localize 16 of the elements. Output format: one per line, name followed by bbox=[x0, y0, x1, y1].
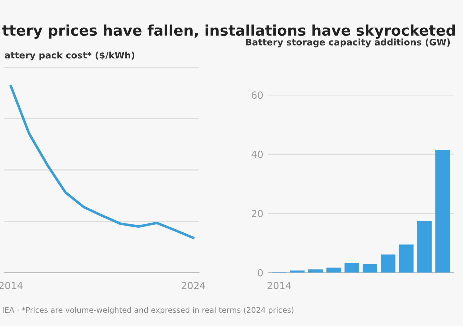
y-tick-label: 20 bbox=[252, 210, 264, 218]
bar bbox=[381, 254, 396, 273]
text: ttery prices have fallen, installations have skyrocketed bbox=[2, 24, 456, 40]
bar bbox=[362, 264, 378, 273]
bar bbox=[344, 263, 360, 273]
bar bbox=[399, 244, 414, 273]
chart-subtitle: attery pack cost* ($/kWh) bbox=[5, 52, 135, 61]
x-tick-label: 2024 bbox=[182, 282, 206, 290]
chart-subtitle: Battery storage capacity additions (GW) bbox=[246, 38, 450, 48]
x-tick-label: 2014 bbox=[268, 282, 292, 290]
y-tick-label: 0 bbox=[258, 269, 264, 277]
bar bbox=[436, 150, 450, 273]
y-tick-label: 60 bbox=[252, 92, 264, 100]
bar bbox=[417, 221, 432, 273]
y-tick-label: 40 bbox=[252, 150, 264, 158]
bar bbox=[308, 270, 324, 273]
